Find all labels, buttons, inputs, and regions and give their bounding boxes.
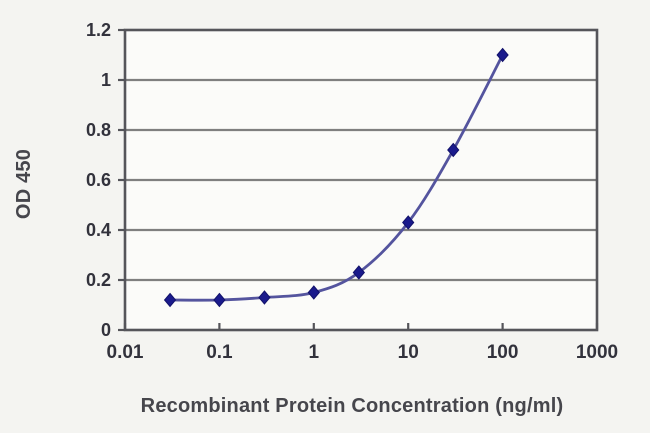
x-tick-label: 0.1 [206, 342, 233, 363]
y-tick-label: 0.6 [86, 170, 111, 190]
y-tick-label: 0 [101, 320, 111, 340]
y-axis-title: OD 450 [13, 149, 35, 219]
y-tick-label: 0.4 [86, 220, 111, 240]
x-tick-label: 1 [309, 342, 320, 363]
x-tick-label: 0.01 [107, 342, 144, 363]
data-point-marker [258, 290, 271, 305]
plot-border [123, 28, 599, 332]
y-tick-label: 1.2 [86, 20, 111, 40]
data-point-marker [496, 47, 509, 63]
data-point-marker [447, 142, 460, 158]
x-tick-label: 10 [398, 342, 419, 363]
y-axis-tick-labels: 0 0.2 0.4 0.6 0.8 1 1.2 [86, 20, 111, 340]
y-tick-label: 1 [101, 70, 111, 90]
y-tick-label: 0.8 [86, 120, 111, 140]
data-point-marker [213, 292, 226, 308]
y-tick-label: 0.2 [86, 270, 111, 290]
x-tick-label: 100 [487, 342, 519, 363]
x-axis-title: Recombinant Protein Concentration (ng/ml… [141, 395, 564, 417]
data-point-markers [163, 47, 509, 308]
gridlines [125, 78, 597, 282]
data-point-marker [352, 265, 365, 280]
x-tick-label: 1000 [576, 342, 618, 363]
data-point-marker [307, 285, 320, 300]
x-axis-tick-labels: 0.01 0.1 1 10 100 1000 [107, 342, 619, 363]
data-point-marker [402, 215, 415, 230]
data-point-marker [163, 292, 177, 308]
